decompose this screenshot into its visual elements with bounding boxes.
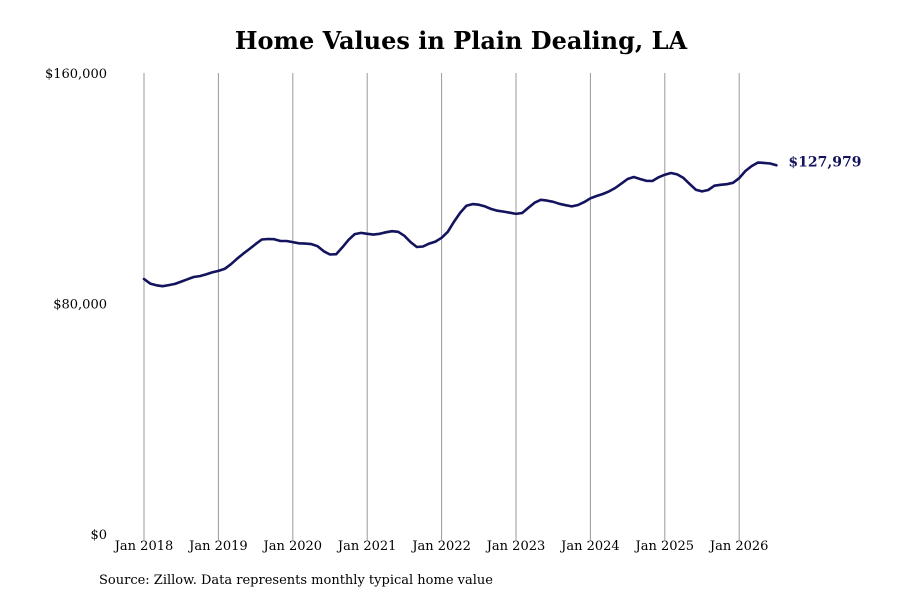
x-tick-label: Jan 2019 [187,539,248,554]
series-line [142,161,778,288]
x-tick-label: Jan 2026 [708,539,769,554]
chart-title: Home Values in Plain Dealing, LA [234,26,688,55]
x-tick-label: Jan 2021 [336,539,397,554]
source-note: Source: Zillow. Data represents monthly … [99,573,493,588]
x-axis-tick-labels: Jan 2018 Jan 2019 Jan 2020 Jan 2021 Jan 2022… [113,539,769,554]
y-axis-tick-labels: $0 $80,000 $160,000 [45,67,107,543]
series-group: $127,979 [142,154,861,288]
x-tick-label: Jan 2022 [410,539,471,554]
x-tick-label: Jan 2025 [634,539,695,554]
x-tick-label: Jan 2020 [262,539,323,554]
x-tick-label: Jan 2024 [559,539,620,554]
x-tick-label: Jan 2023 [485,539,546,554]
y-tick-label: $80,000 [53,298,107,313]
y-tick-label: $160,000 [45,67,107,82]
x-tick-label: Jan 2018 [113,539,174,554]
y-tick-label: $0 [90,528,107,543]
vertical-gridlines [143,73,740,540]
end-value-label: $127,979 [788,154,861,170]
